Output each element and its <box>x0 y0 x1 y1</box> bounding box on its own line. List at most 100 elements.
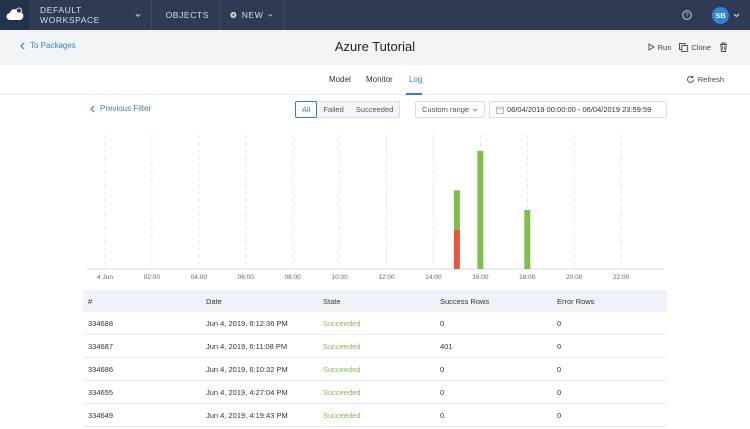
job-error-rows: 0 <box>557 410 562 420</box>
column-header-id[interactable]: # <box>88 296 93 306</box>
copy-icon <box>679 42 689 52</box>
back-to-packages-link[interactable]: To Packages <box>20 41 76 50</box>
runs-chart: 4 Jun 02:00 04:00 06:00 08:00 10:00 12:00 14:00… <box>86 135 664 281</box>
table-row[interactable]: 334688 Jun 4, 2019, 6:12:36 PM Succeeded… <box>83 312 667 335</box>
chevron-down-icon <box>472 107 478 112</box>
chart-x-tick-label: 12:00 <box>378 274 395 281</box>
job-error-rows: 0 <box>557 387 562 397</box>
chart-bar-failed[interactable] <box>453 229 460 269</box>
job-success-rows: 0 <box>440 364 445 374</box>
package-tabs: Model Monitor Log Refresh <box>0 65 750 95</box>
refresh-button[interactable]: Refresh <box>686 75 724 84</box>
job-success-rows: 0 <box>440 387 445 397</box>
job-error-rows: 0 <box>557 364 562 374</box>
chevron-down-icon <box>135 13 141 17</box>
column-header-date[interactable]: Date <box>206 296 222 306</box>
chart-bar-succeeded[interactable] <box>524 210 531 269</box>
table-row[interactable]: 334655 Jun 4, 2019, 4:27:04 PM Succeeded… <box>83 381 667 404</box>
workspace-menu[interactable]: DEFAULT WORKSPACE <box>30 0 152 30</box>
range-select-value: Custom range <box>422 105 470 114</box>
job-id: 334649 <box>88 410 114 420</box>
chart-x-tick-label: 06:00 <box>238 274 255 281</box>
avatar[interactable]: SB <box>712 6 729 24</box>
job-date: Jun 4, 2019, 4:19:43 PM <box>206 410 288 420</box>
run-button[interactable]: Run <box>648 42 672 52</box>
trash-icon[interactable] <box>719 42 728 52</box>
job-state: Succeeded <box>323 341 361 351</box>
chevron-left-icon <box>20 42 25 49</box>
clone-button[interactable]: Clone <box>679 43 711 52</box>
job-date: Jun 4, 2019, 6:12:36 PM <box>206 318 288 328</box>
chart-x-tick-label: 08:00 <box>285 274 302 281</box>
chart-bar-succeeded[interactable] <box>453 190 460 230</box>
tab-log[interactable]: Log <box>409 75 423 84</box>
top-nav: DEFAULT WORKSPACE OBJECTS NEW ? SB <box>0 0 750 30</box>
job-success-rows: 0 <box>440 318 445 328</box>
column-header-state[interactable]: State <box>323 296 341 306</box>
job-state: Succeeded <box>323 410 361 420</box>
job-error-rows: 0 <box>557 318 562 328</box>
objects-menu[interactable]: OBJECTS <box>152 0 220 30</box>
chart-x-tick-label: 14:00 <box>425 274 442 281</box>
job-date: Jun 4, 2019, 4:27:04 PM <box>206 387 288 397</box>
filter-failed-button[interactable]: Failed <box>323 105 344 114</box>
active-tab-indicator <box>406 93 422 95</box>
help-icon[interactable]: ? <box>676 10 698 20</box>
clone-label: Clone <box>691 42 711 52</box>
plus-circle-icon <box>230 11 237 19</box>
svg-text:?: ? <box>685 13 689 19</box>
chart-x-tick-label: 4 Jun <box>97 274 113 281</box>
new-label: NEW <box>241 10 264 20</box>
job-date: Jun 4, 2019, 6:10:32 PM <box>206 364 288 374</box>
range-select[interactable]: Custom range <box>415 101 485 118</box>
calendar-icon <box>496 106 504 114</box>
table-row[interactable]: 334686 Jun 4, 2019, 6:10:32 PM Succeeded… <box>83 358 667 381</box>
job-error-rows: 0 <box>557 341 562 351</box>
page-title: Azure Tutorial <box>334 39 416 54</box>
job-success-rows: 401 <box>440 341 453 351</box>
job-state: Succeeded <box>323 387 361 397</box>
jobs-table: # Date State Success Rows Error Rows 334… <box>83 290 667 427</box>
previous-filter-link[interactable]: Previous Filter <box>90 104 151 113</box>
run-label: Run <box>657 42 672 52</box>
play-icon <box>648 43 655 51</box>
column-header-error-rows[interactable]: Error Rows <box>557 296 595 306</box>
package-header: To Packages Azure Tutorial Run Clone <box>0 30 750 65</box>
date-range-value: 06/04/2019 00:00:00 - 06/04/2019 23:59:5… <box>507 105 652 114</box>
workspace-label: DEFAULT WORKSPACE <box>40 5 101 25</box>
refresh-label: Refresh <box>697 75 724 84</box>
tab-monitor[interactable]: Monitor <box>366 75 393 84</box>
table-row[interactable]: 334649 Jun 4, 2019, 4:19:43 PM Succeeded… <box>83 404 667 427</box>
column-header-success-rows[interactable]: Success Rows <box>440 296 490 306</box>
job-id: 334688 <box>88 318 114 328</box>
chevron-down-icon[interactable] <box>733 13 740 18</box>
job-id: 334655 <box>88 387 114 397</box>
chart-x-tick-label: 02:00 <box>144 274 161 281</box>
job-success-rows: 0 <box>440 410 445 420</box>
chart-x-tick-label: 04:00 <box>191 274 208 281</box>
tab-model[interactable]: Model <box>329 75 351 84</box>
grid-icon <box>160 14 161 16</box>
new-menu[interactable]: NEW <box>220 0 284 30</box>
previous-filter-label: Previous Filter <box>100 104 152 113</box>
filter-all-button[interactable]: All <box>295 101 318 118</box>
chevron-down-icon <box>268 13 273 17</box>
chart-bar-succeeded[interactable] <box>477 151 484 269</box>
table-header: # Date State Success Rows Error Rows <box>83 290 667 312</box>
package-actions: Run Clone <box>648 42 728 52</box>
chart-x-tick-label: 18:00 <box>519 274 536 281</box>
table-row[interactable]: 334687 Jun 4, 2019, 6:11:08 PM Succeeded… <box>83 335 667 358</box>
refresh-icon <box>686 75 694 83</box>
job-id: 334687 <box>88 341 114 351</box>
state-filter: All Failed Succeeded <box>295 101 401 118</box>
objects-label: OBJECTS <box>165 10 209 20</box>
filter-succeeded-button[interactable]: Succeeded <box>355 105 394 114</box>
cloud-logo-icon[interactable] <box>0 0 30 30</box>
job-id: 334686 <box>88 364 114 374</box>
job-state: Succeeded <box>323 318 361 328</box>
date-range-input[interactable]: 06/04/2019 00:00:00 - 06/04/2019 23:59:5… <box>489 101 667 118</box>
chart-x-tick-label: 10:00 <box>331 274 348 281</box>
chart-x-tick-label: 20:00 <box>566 274 583 281</box>
chevron-left-icon <box>90 105 95 112</box>
chart-x-tick-label: 22:00 <box>613 274 630 281</box>
